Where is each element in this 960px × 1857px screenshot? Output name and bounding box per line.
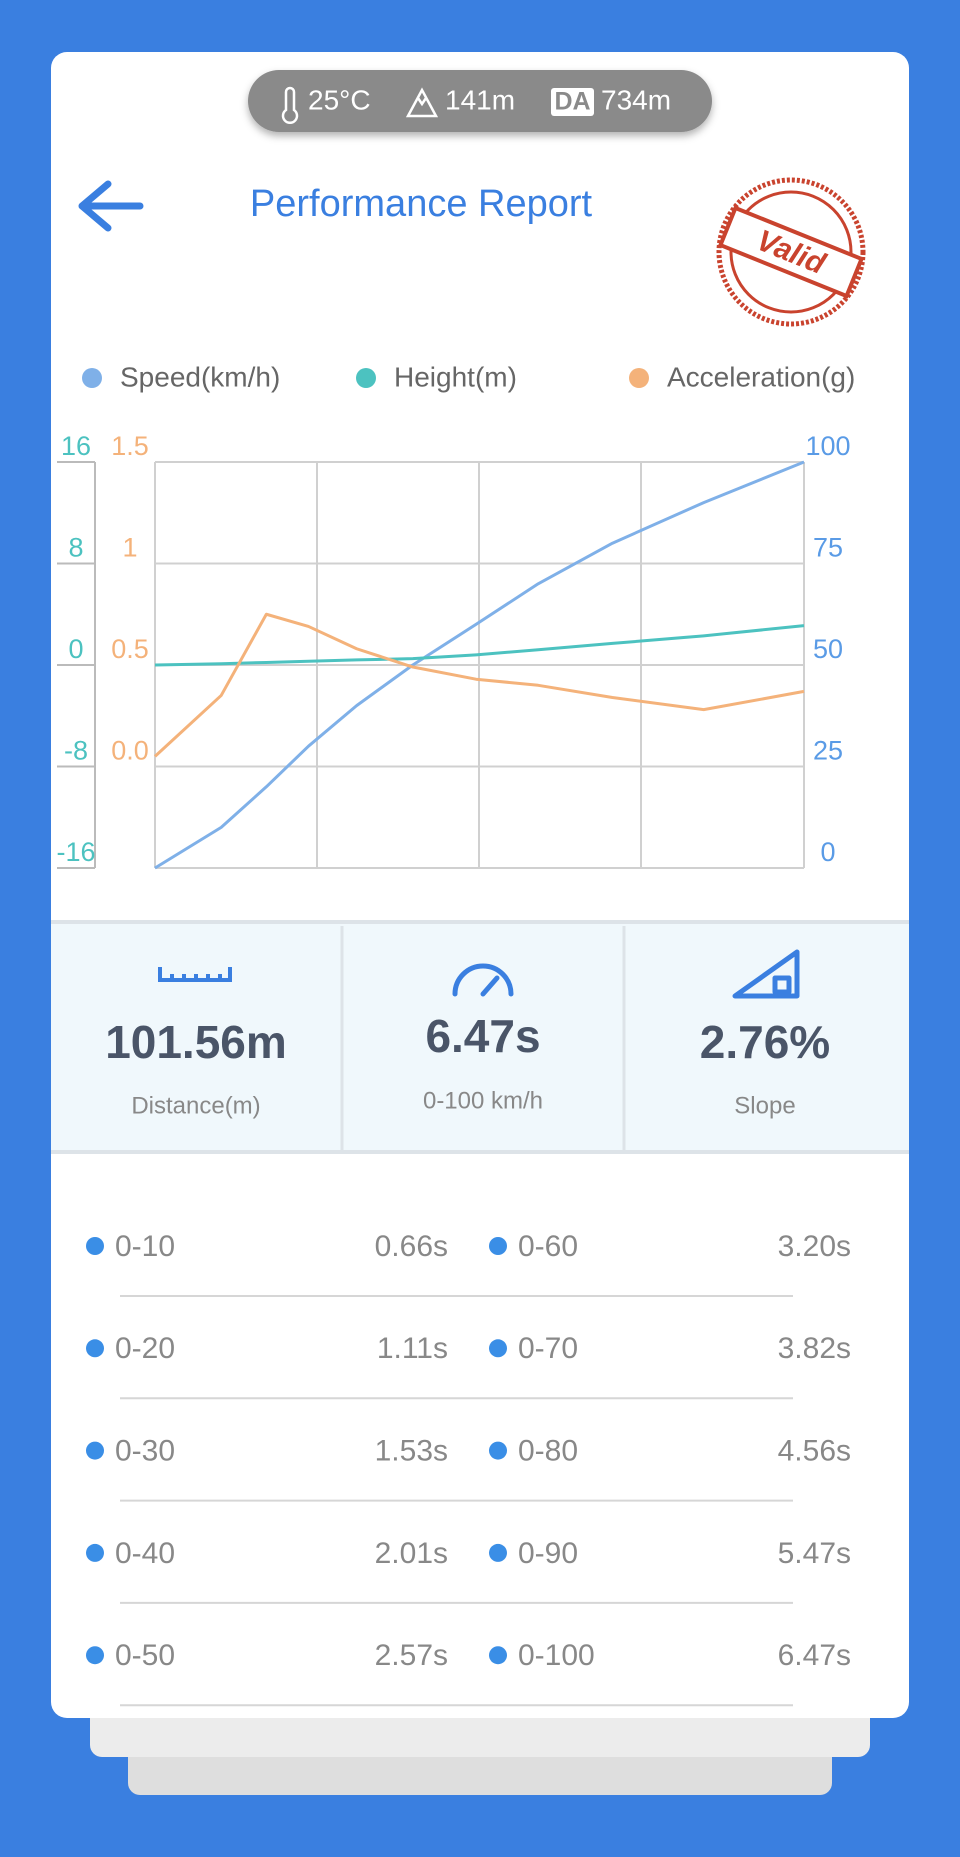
split-label: 0-50 — [115, 1639, 175, 1672]
row-dot — [489, 1543, 507, 1562]
ruler-icon — [158, 967, 232, 982]
y-tick-label: 75 — [813, 533, 843, 563]
split-time: 2.01s — [375, 1537, 448, 1570]
legend: Speed(km/h) Height(m) Acceleration(g) — [82, 361, 855, 392]
stats: 101.56m Distance(m) 6.47s 0-100 km/h 2.76% Sl… — [105, 1010, 830, 1119]
split-time: 0.66s — [375, 1230, 448, 1263]
legend-dot — [82, 368, 102, 388]
back-button[interactable] — [78, 180, 144, 232]
stat-value: 6.47s — [425, 1010, 540, 1062]
y-tick-label: 25 — [813, 736, 843, 766]
stat-label: 0-100 km/h — [423, 1087, 543, 1114]
gauge-icon — [452, 963, 514, 997]
stat-value: 101.56m — [105, 1016, 287, 1068]
y-tick-label: 0 — [68, 634, 83, 664]
split-label: 0-20 — [115, 1332, 175, 1365]
da-badge — [551, 88, 594, 116]
split-label: 0-90 — [518, 1537, 578, 1570]
series-line — [154, 624, 805, 667]
y-tick-label: 50 — [813, 634, 843, 664]
split-time: 1.53s — [375, 1435, 448, 1468]
legend-dot — [629, 368, 649, 388]
mountain-icon — [405, 87, 439, 118]
y-tick-label: 1.5 — [111, 431, 149, 461]
split-time: 3.20s — [778, 1230, 851, 1263]
legend-label: Acceleration(g) — [667, 361, 855, 392]
y-tick-label: 8 — [68, 533, 83, 563]
y-tick-label: -16 — [56, 837, 95, 867]
y-tick-label: 16 — [61, 431, 91, 461]
y-tick-label: -8 — [64, 736, 88, 766]
pill-bg — [248, 70, 712, 132]
split-time: 5.47s — [778, 1537, 851, 1570]
legend-dot — [356, 368, 376, 388]
thermometer-icon — [281, 86, 299, 124]
row-dot — [86, 1237, 104, 1255]
slope-icon — [732, 949, 800, 999]
split-label: 0-40 — [115, 1537, 175, 1570]
y-tick-label: 0 — [820, 837, 835, 867]
y-tick-label: 1 — [122, 533, 137, 563]
legend-label: Height(m) — [394, 361, 517, 392]
split-label: 0-70 — [518, 1332, 578, 1365]
y-tick-label: 100 — [805, 431, 850, 461]
split-label: 0-30 — [115, 1435, 175, 1468]
legend-label: Speed(km/h) — [120, 361, 280, 392]
split-time: 2.57s — [375, 1639, 448, 1672]
split-label: 0-100 — [518, 1639, 595, 1672]
chart: 0 25 50 75 100 -16 -8 0 8 16 0.0 0.5 1 1.5 — [56, 431, 851, 870]
row-dot — [489, 1339, 507, 1358]
y-tick-label: 0.0 — [111, 736, 149, 766]
split-time: 4.56s — [778, 1435, 851, 1468]
da-badge-text: DA — [554, 88, 590, 116]
valid-stamp: Valid — [716, 177, 866, 327]
stats-bg — [51, 922, 909, 1154]
card — [51, 52, 909, 1718]
split-label: 0-10 — [115, 1230, 175, 1263]
split-time: 3.82s — [778, 1332, 851, 1365]
series-line — [154, 460, 805, 870]
series-line — [153, 612, 805, 758]
row-dot — [86, 1646, 104, 1665]
y-tick-label: 0.5 — [111, 634, 149, 664]
split-time: 6.47s — [778, 1639, 851, 1672]
row-dot — [86, 1441, 104, 1460]
conditions-pill: 25°C 141m DA 734m — [248, 70, 712, 132]
split-label: 0-80 — [518, 1435, 578, 1468]
stat-label: Slope — [734, 1092, 795, 1119]
row-dot — [489, 1441, 507, 1460]
row-dot — [86, 1543, 104, 1562]
row-dot — [489, 1237, 507, 1255]
altitude: 141m — [445, 84, 515, 115]
split-time: 1.11s — [377, 1332, 448, 1365]
stat-label: Distance(m) — [131, 1092, 260, 1119]
row-dot — [489, 1646, 507, 1665]
page-title: Performance Report — [250, 183, 593, 225]
split-label: 0-60 — [518, 1230, 578, 1263]
split-times: 0-10 0.66s 0-60 3.20s 0-20 1.11s 0-70 3.82s 0-30… — [86, 1230, 851, 1707]
stat-value: 2.76% — [700, 1016, 830, 1068]
density-altitude: 734m — [601, 84, 671, 115]
row-dot — [86, 1339, 104, 1358]
stats-panel — [51, 920, 909, 1154]
temperature: 25°C — [308, 84, 371, 115]
